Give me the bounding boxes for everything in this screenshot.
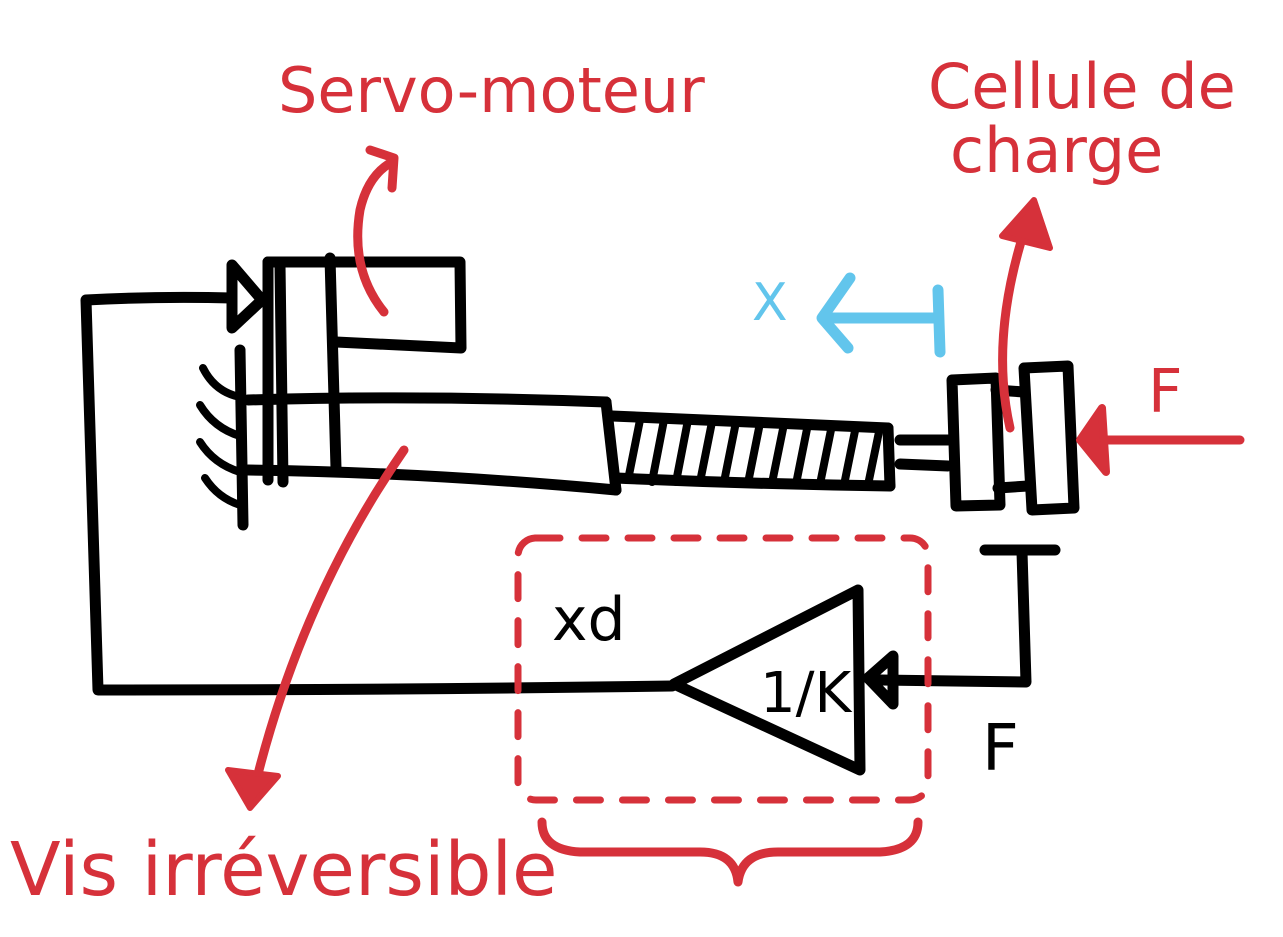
vis-arrow (225, 445, 409, 811)
force-label-top: F (1148, 357, 1183, 427)
gain-block (668, 584, 866, 776)
force-arrow (1076, 404, 1245, 476)
displacement-arrow (816, 272, 946, 358)
setpoint-label: xd (552, 585, 626, 655)
gain-label: 1/K (760, 661, 852, 726)
force-label-bottom: F (982, 712, 1019, 786)
servo-motor-label: Servo-moteur (278, 54, 705, 127)
ground-hatching (196, 344, 249, 531)
vis-irreversible-label: Vis irréversible (10, 827, 558, 913)
gain-brace (537, 817, 923, 887)
servo-motor (262, 252, 467, 488)
threaded-screw (606, 410, 896, 492)
screw-housing (242, 392, 622, 496)
rod (894, 434, 954, 472)
displacement-label: X (752, 273, 788, 333)
load-cell-label-line1: Cellule de (928, 50, 1236, 123)
load-cell-arrow (998, 197, 1053, 433)
load-cell-label-line2: charge (950, 114, 1163, 187)
servo-arrow (353, 145, 399, 317)
load-cell (946, 360, 1080, 516)
gain-dashed-box (514, 534, 932, 804)
